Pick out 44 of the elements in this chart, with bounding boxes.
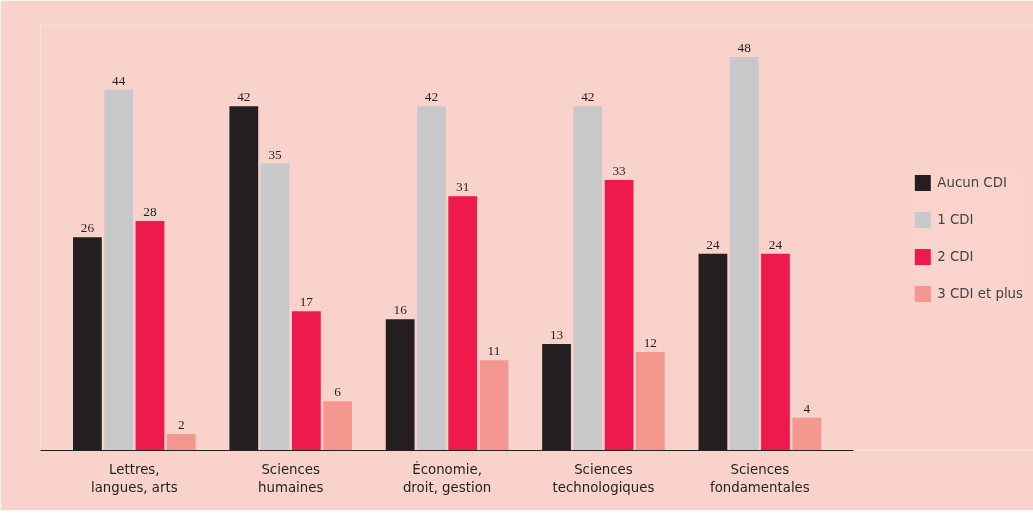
data-label: 35 (268, 146, 283, 162)
bar (604, 179, 634, 451)
data-label: 16 (393, 302, 408, 318)
data-label: 42 (424, 89, 439, 105)
bar (448, 196, 478, 451)
x-tick-label: Sciences technologiques (552, 461, 655, 495)
data-label: 44 (112, 72, 126, 88)
data-label: 42 (237, 89, 251, 105)
data-label: 48 (737, 39, 752, 55)
legend-label: Aucun CDI (937, 174, 1007, 190)
bar (761, 253, 790, 451)
data-label: 4 (803, 400, 811, 416)
data-label: 12 (643, 335, 658, 351)
bar (417, 106, 446, 451)
bar (166, 434, 196, 451)
bar (135, 220, 165, 451)
data-label: 33 (612, 162, 627, 178)
data-label: 42 (581, 89, 595, 105)
legend-label: 3 CDI et plus (937, 285, 1023, 301)
data-label: 26 (80, 220, 95, 236)
x-tick-label: Lettres, langues, arts (91, 461, 178, 495)
data-label: 24 (768, 236, 783, 252)
legend-label: 2 CDI (937, 248, 974, 264)
bar (291, 311, 321, 451)
data-label: 31 (456, 179, 470, 195)
data-label: 28 (143, 203, 157, 219)
bar (479, 360, 509, 451)
bar (323, 401, 352, 451)
bar (260, 163, 290, 451)
bar (729, 56, 759, 451)
data-label: 11 (487, 343, 501, 359)
bar (573, 106, 603, 451)
bar (792, 417, 822, 451)
data-label: 6 (334, 384, 342, 400)
legend-label: 1 CDI (937, 211, 974, 227)
data-label: 2 (177, 417, 185, 433)
data-label: 13 (549, 326, 564, 342)
bar (635, 352, 665, 451)
x-tick-label: Sciences fondamentales (709, 461, 810, 495)
data-label: 24 (706, 236, 720, 252)
x-tick-label: Sciences humaines (258, 461, 324, 495)
bar (104, 89, 134, 451)
x-tick-label: Économie, droit, gestion (402, 460, 492, 495)
data-label: 17 (299, 294, 314, 310)
